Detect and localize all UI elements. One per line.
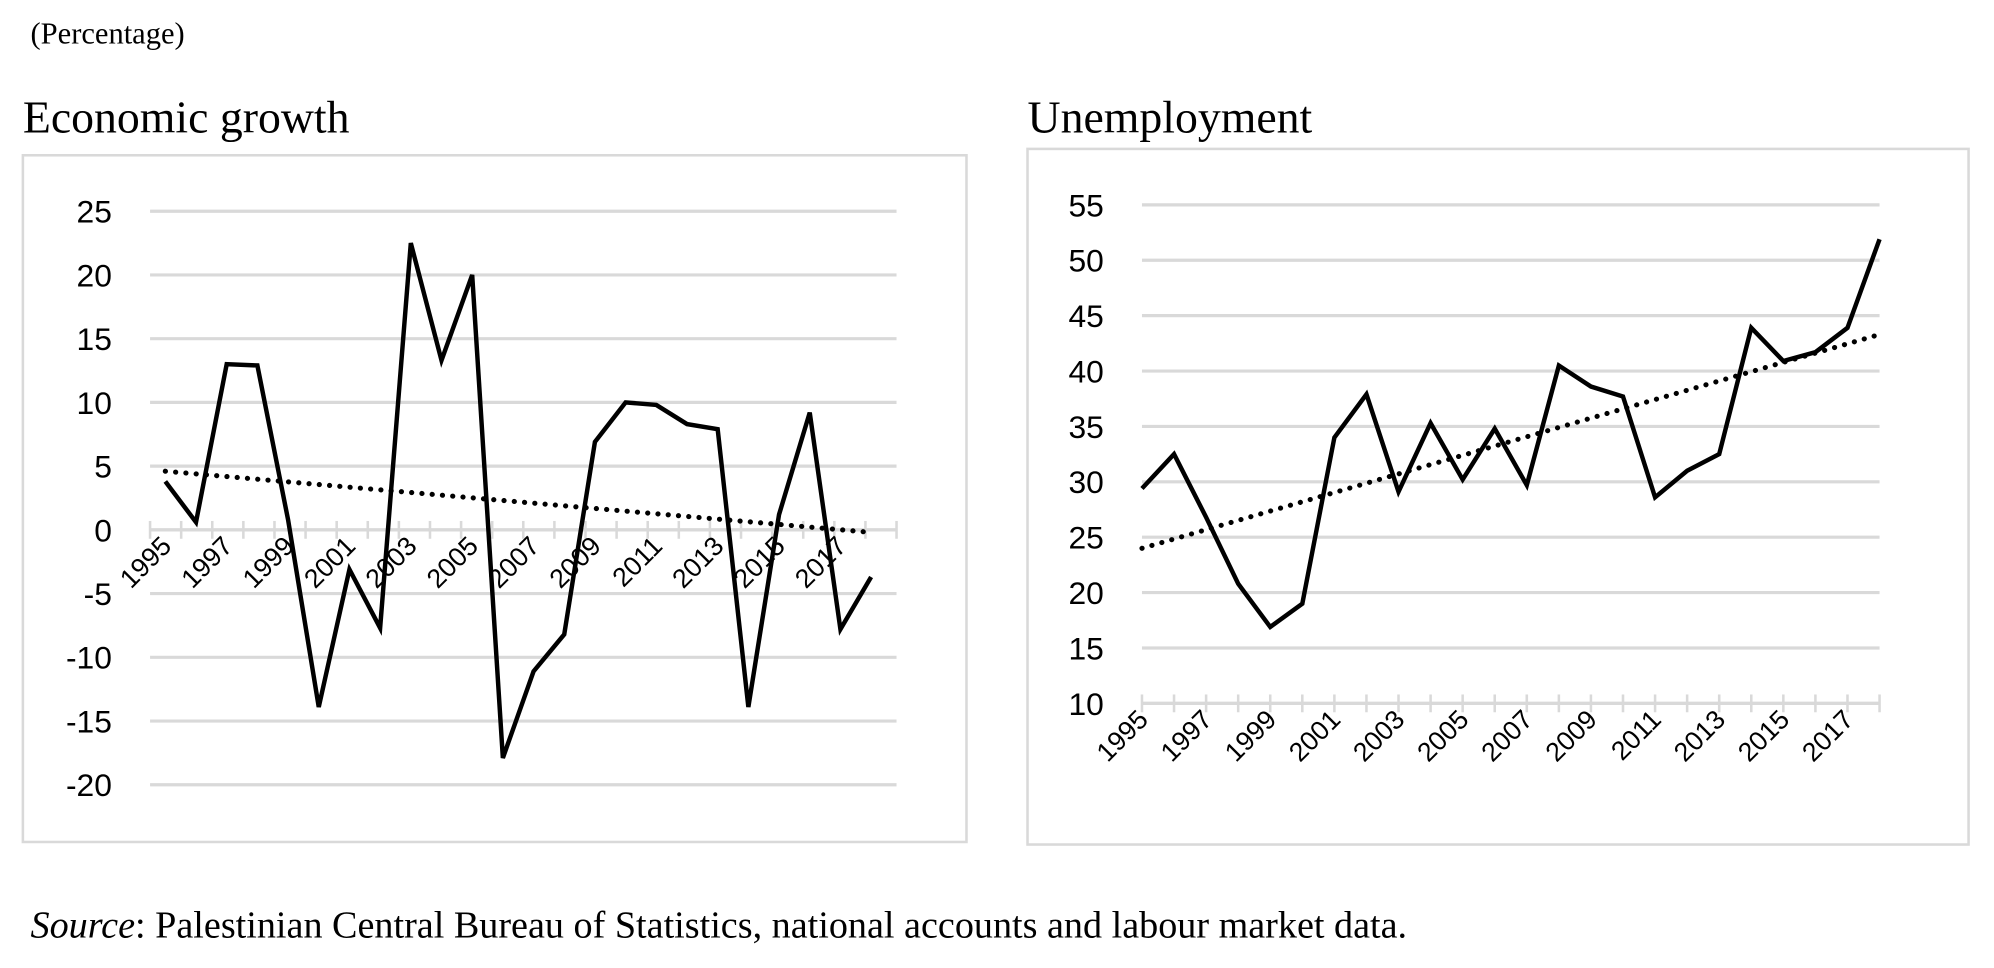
source-label: Source (31, 904, 136, 946)
source-note: Source: Palestinian Central Bureau of St… (31, 904, 1408, 946)
x-tick-label: 2009 (1540, 704, 1603, 767)
units-note: (Percentage) (31, 16, 185, 50)
y-tick-label: 35 (1068, 409, 1103, 445)
x-tick-label: 2011 (606, 531, 668, 593)
x-tick-label: 2013 (1668, 704, 1731, 767)
y-tick-label: 20 (77, 257, 112, 293)
y-tick-label: 10 (1068, 686, 1103, 722)
y-tick-label: 10 (77, 385, 112, 421)
source-text: : Palestinian Central Bureau of Statisti… (135, 904, 1407, 946)
y-tick-label: 25 (1068, 520, 1103, 556)
x-tick-label: 2001 (298, 531, 361, 594)
x-tick-label: 2003 (359, 531, 422, 594)
y-tick-label: 50 (1068, 243, 1103, 279)
x-tick-label: 2005 (1411, 704, 1474, 767)
x-tick-label: 2003 (1347, 704, 1410, 767)
chart-title: Unemployment (1028, 91, 1313, 142)
y-tick-label: 40 (1068, 353, 1103, 389)
x-tick-label: 2015 (1732, 704, 1795, 767)
y-tick-label: 5 (94, 449, 112, 485)
x-tick-label: 1995 (114, 531, 177, 594)
y-tick-label: 15 (77, 321, 112, 357)
x-tick-label: 2015 (728, 531, 791, 594)
trendline (162, 468, 874, 535)
x-tick-label: 2017 (1796, 704, 1859, 767)
chart-frame (1026, 147, 1970, 846)
x-tick-label: 1999 (1219, 704, 1282, 767)
x-tick-label: 1997 (1155, 704, 1218, 767)
y-tick-label: 45 (1068, 298, 1103, 334)
chart-frame (21, 153, 968, 844)
x-tick-label: 2007 (1475, 704, 1538, 767)
x-tick-label: 2001 (1283, 704, 1346, 767)
x-tick-label: 1997 (175, 531, 238, 594)
y-tick-label: 15 (1068, 630, 1103, 666)
x-tick-label: 2013 (666, 531, 729, 594)
chart-title: Economic growth (23, 91, 350, 142)
y-tick-label: -20 (66, 767, 112, 803)
x-tick-label: 2005 (421, 531, 484, 594)
x-tick-label: 2017 (789, 531, 852, 594)
y-tick-label: 30 (1068, 464, 1103, 500)
y-tick-label: 0 (94, 512, 112, 548)
x-tick-label: 2011 (1605, 704, 1667, 766)
y-tick-label: -5 (84, 576, 112, 612)
data-line (1140, 238, 1882, 631)
y-tick-label: 20 (1068, 575, 1103, 611)
y-tick-label: 55 (1068, 187, 1103, 223)
data-line (163, 242, 874, 759)
y-tick-label: 25 (77, 194, 112, 230)
trendline (1139, 331, 1883, 551)
y-tick-label: -10 (66, 640, 112, 676)
y-tick-label: -15 (66, 703, 112, 739)
